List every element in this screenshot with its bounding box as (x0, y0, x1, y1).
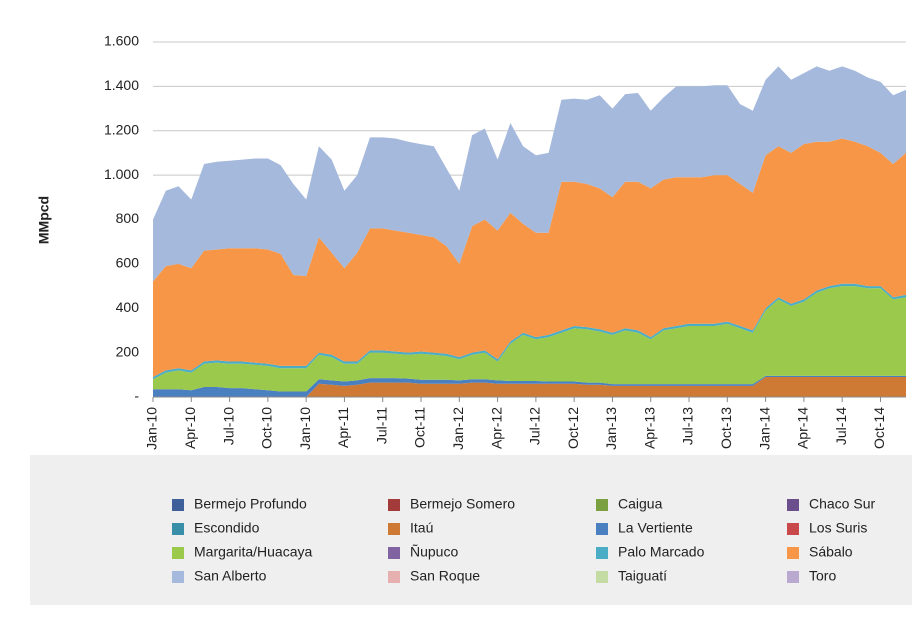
legend-label: Ñupuco (410, 544, 458, 560)
legend-swatch (172, 523, 184, 535)
area (153, 66, 906, 282)
x-tick-label: Jul-12 (527, 407, 543, 445)
legend-label: Bermejo Profundo (194, 496, 307, 512)
legend-swatch (388, 547, 400, 559)
legend-swatch (172, 499, 184, 511)
legend-label: La Vertiente (618, 520, 693, 536)
y-tick-label: - (134, 388, 139, 404)
y-tick-label: 800 (116, 210, 140, 226)
legend-label: Chaco Sur (809, 496, 875, 512)
legend-label: Escondido (194, 520, 260, 536)
x-tick-label: Apr-10 (182, 407, 198, 449)
x-tick-label: Jan-10 (297, 407, 313, 450)
legend-swatch (172, 547, 184, 559)
x-tick-label: Jul-14 (833, 407, 849, 445)
legend-swatch (787, 499, 799, 511)
legend-swatch (388, 571, 400, 583)
x-tick-label: Apr-11 (335, 407, 351, 448)
legend-swatch (787, 547, 799, 559)
legend-label: San Roque (410, 568, 480, 584)
y-axis-label: MMpcd (36, 196, 52, 244)
area (153, 286, 906, 392)
x-tick-label: Jul-10 (220, 407, 236, 445)
legend-swatch (596, 571, 608, 583)
x-tick-label: Oct-13 (718, 407, 734, 449)
area (153, 375, 906, 397)
legend-label: Toro (809, 568, 836, 584)
y-tick-label: 200 (116, 343, 140, 359)
legend-swatch (596, 523, 608, 535)
area (153, 377, 906, 397)
legend-label: Palo Marcado (618, 544, 705, 560)
legend-swatch (596, 499, 608, 511)
x-tick-label: Jan-10 (144, 407, 160, 450)
x-tick-label: Apr-12 (488, 407, 504, 449)
legend-label: Sábalo (809, 544, 853, 560)
x-tick-label: Oct-10 (259, 407, 275, 449)
y-tick-label: 1.600 (104, 33, 139, 49)
area (153, 138, 906, 377)
x-tick-label: Jul-11 (373, 407, 389, 444)
x-tick-label: Jan-13 (603, 407, 619, 450)
x-tick-label: Jul-13 (680, 407, 696, 445)
x-tick-label: Jan-14 (756, 407, 772, 450)
legend-swatch (388, 499, 400, 511)
y-tick-label: 1.400 (104, 77, 139, 93)
x-tick-label: Oct-11 (412, 407, 428, 448)
legend-swatch (388, 523, 400, 535)
legend-label: Los Suris (809, 520, 867, 536)
legend-label: Itaú (410, 520, 433, 536)
legend-label: Margarita/Huacaya (194, 544, 312, 560)
x-tick-label: Apr-14 (795, 407, 811, 449)
legend-swatch (787, 523, 799, 535)
legend-label: Bermejo Somero (410, 496, 515, 512)
x-tick-label: Jan-12 (450, 407, 466, 450)
legend-label: San Alberto (194, 568, 267, 584)
y-tick-label: 400 (116, 299, 140, 315)
legend-label: Caigua (618, 496, 663, 512)
x-tick-label: Apr-13 (641, 407, 657, 449)
legend-swatch (596, 547, 608, 559)
legend-swatch (172, 571, 184, 583)
x-tick-label: Oct-12 (565, 407, 581, 449)
y-tick-label: 600 (116, 255, 140, 271)
legend-swatch (787, 571, 799, 583)
x-tick-label: Oct-14 (871, 407, 887, 449)
legend-label: Taiguatí (618, 568, 667, 584)
y-tick-label: 1.000 (104, 166, 139, 182)
y-tick-label: 1.200 (104, 121, 139, 137)
